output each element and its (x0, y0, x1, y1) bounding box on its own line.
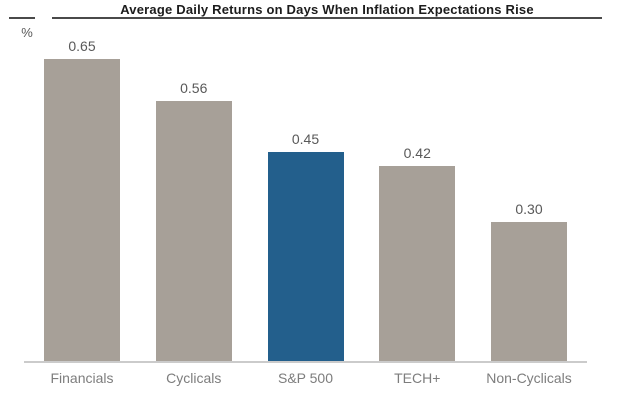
bar-rect-s-p-500 (267, 152, 344, 361)
bar-rect-non-cyclicals (491, 222, 567, 361)
category-label-text-tech: TECH+ (394, 370, 441, 386)
title-underline-rule (52, 17, 602, 19)
y-axis-unit-label: % (21, 25, 33, 40)
title-rule-left-segment (9, 17, 35, 19)
category-label-non-cyclicals: Non-Cyclicals (486, 370, 572, 386)
category-label-s-p-500: S&P 500 (268, 370, 344, 386)
bar-value-label-s-p-500: 0.45 (291, 131, 320, 147)
bar-group-tech: 0.42 (379, 145, 456, 361)
chart-title: Average Daily Returns on Days When Infla… (120, 2, 534, 17)
bar-value-label-non-cyclicals: 0.30 (515, 201, 543, 217)
category-label-text-non-cyclicals: Non-Cyclicals (486, 370, 572, 386)
category-label-text-financials: Financials (50, 370, 114, 386)
bar-value-label-tech: 0.42 (403, 145, 431, 161)
bar-rect-tech (379, 166, 456, 361)
category-label-financials: Financials (44, 370, 120, 386)
bar-group-cyclicals: 0.56 (155, 80, 232, 361)
bar-group-financials: 0.65 (44, 38, 120, 361)
bar-group-non-cyclicals: 0.30 (491, 201, 567, 361)
category-label-tech: TECH+ (379, 370, 455, 386)
bar-rect-cyclicals (155, 101, 232, 361)
category-label-text-s-p-500: S&P 500 (277, 370, 333, 386)
x-axis-baseline (24, 361, 587, 363)
bar-rect-financials (44, 59, 120, 361)
bar-group-s-p-500: 0.45 (267, 131, 344, 361)
category-labels-row: Financials Cyclicals S&P 500 TECH+ Non-Cycli… (44, 370, 572, 386)
bar-value-label-financials: 0.65 (68, 38, 96, 54)
category-label-cyclicals: Cyclicals (156, 370, 232, 386)
bars-container: 0.65 0.56 0.45 0.42 0.30 (44, 38, 567, 361)
bar-value-label-cyclicals: 0.56 (180, 80, 208, 96)
category-label-text-cyclicals: Cyclicals (166, 370, 222, 386)
